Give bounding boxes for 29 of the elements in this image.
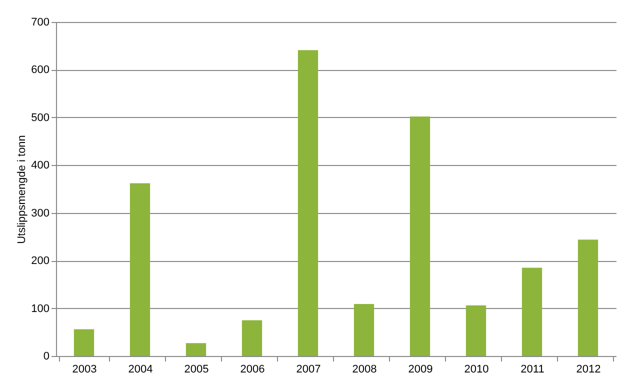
bar [578, 240, 598, 356]
y-tick-label: 200 [31, 255, 50, 268]
y-tick-label: 100 [31, 302, 50, 315]
bar [242, 320, 262, 356]
bar [522, 268, 542, 356]
x-tick-label: 2005 [184, 364, 209, 376]
bar [298, 50, 318, 356]
x-tick-label: 2003 [72, 364, 97, 376]
bar [354, 304, 374, 356]
y-tick-label: 400 [31, 160, 50, 172]
y-tick-label: 300 [31, 207, 50, 220]
x-tick-label: 2006 [240, 364, 265, 376]
x-tick-label: 2010 [464, 364, 489, 376]
x-tick-label: 2012 [576, 364, 601, 376]
x-tick-label: 2011 [520, 364, 544, 376]
x-tick-label: 2004 [128, 364, 153, 376]
y-tick-label: 600 [31, 64, 50, 76]
bar [466, 305, 486, 356]
y-axis-title: Utslippsmengde i tonn [16, 135, 28, 244]
bar [186, 343, 206, 356]
x-tick-label: 2007 [296, 364, 321, 376]
x-tick-label: 2008 [352, 364, 377, 376]
x-tick-label: 2009 [408, 364, 433, 376]
bar [130, 183, 150, 356]
y-tick-label: 500 [31, 112, 50, 124]
bar [410, 116, 430, 356]
y-tick-label: 0 [43, 350, 50, 362]
y-tick-label: 700 [31, 16, 50, 28]
bar [74, 329, 94, 356]
